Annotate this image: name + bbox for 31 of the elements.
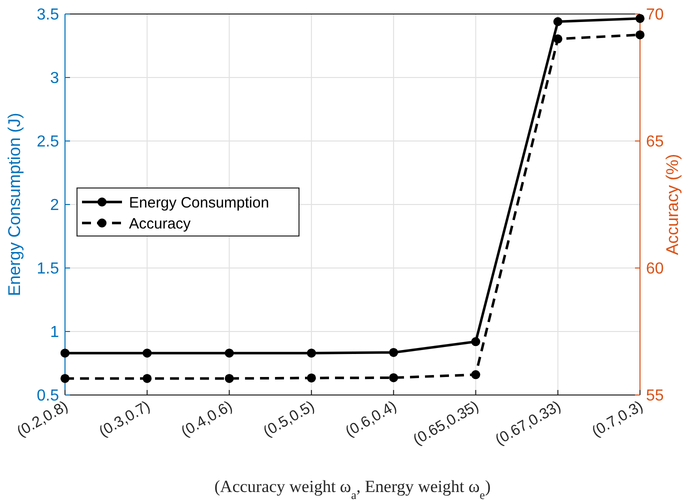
point: [60, 374, 70, 383]
y2-tick-label: 55: [646, 388, 664, 405]
point: [142, 348, 152, 358]
point: [60, 348, 70, 358]
y2-axis-title: Accuracy (%): [663, 154, 682, 256]
legend-label: Accuracy: [129, 215, 192, 232]
point: [636, 30, 644, 40]
y2-tick-label: 60: [646, 260, 664, 278]
legend-label: Energy Consumption: [129, 194, 270, 212]
x-axis-title: (Accuracy weight ω$_{a}$, Energy weight ω$_{e}$): [214, 477, 491, 500]
point: [553, 17, 562, 26]
point: [471, 337, 480, 346]
point: [471, 370, 480, 380]
point: [389, 373, 398, 382]
y2-tick-label: 65: [646, 134, 664, 151]
point: [389, 348, 398, 357]
point: [306, 348, 316, 358]
y-tick-label: 3.5: [36, 6, 60, 24]
point: [224, 374, 234, 383]
y-tick-label: 1: [50, 324, 60, 342]
point: [142, 374, 152, 383]
y-tick-label: 3: [50, 70, 60, 88]
y2-tick-label: 70: [646, 6, 664, 24]
y-axis-title: Energy Consumption (J): [5, 112, 24, 296]
y-tick-label: 1.5: [36, 260, 60, 278]
y-tick-label: 0.5: [36, 388, 60, 405]
point: [306, 373, 316, 382]
y-tick-label: 2.5: [36, 134, 60, 151]
point: [553, 34, 562, 44]
point: [224, 348, 234, 358]
y-tick-label: 2: [50, 197, 60, 214]
